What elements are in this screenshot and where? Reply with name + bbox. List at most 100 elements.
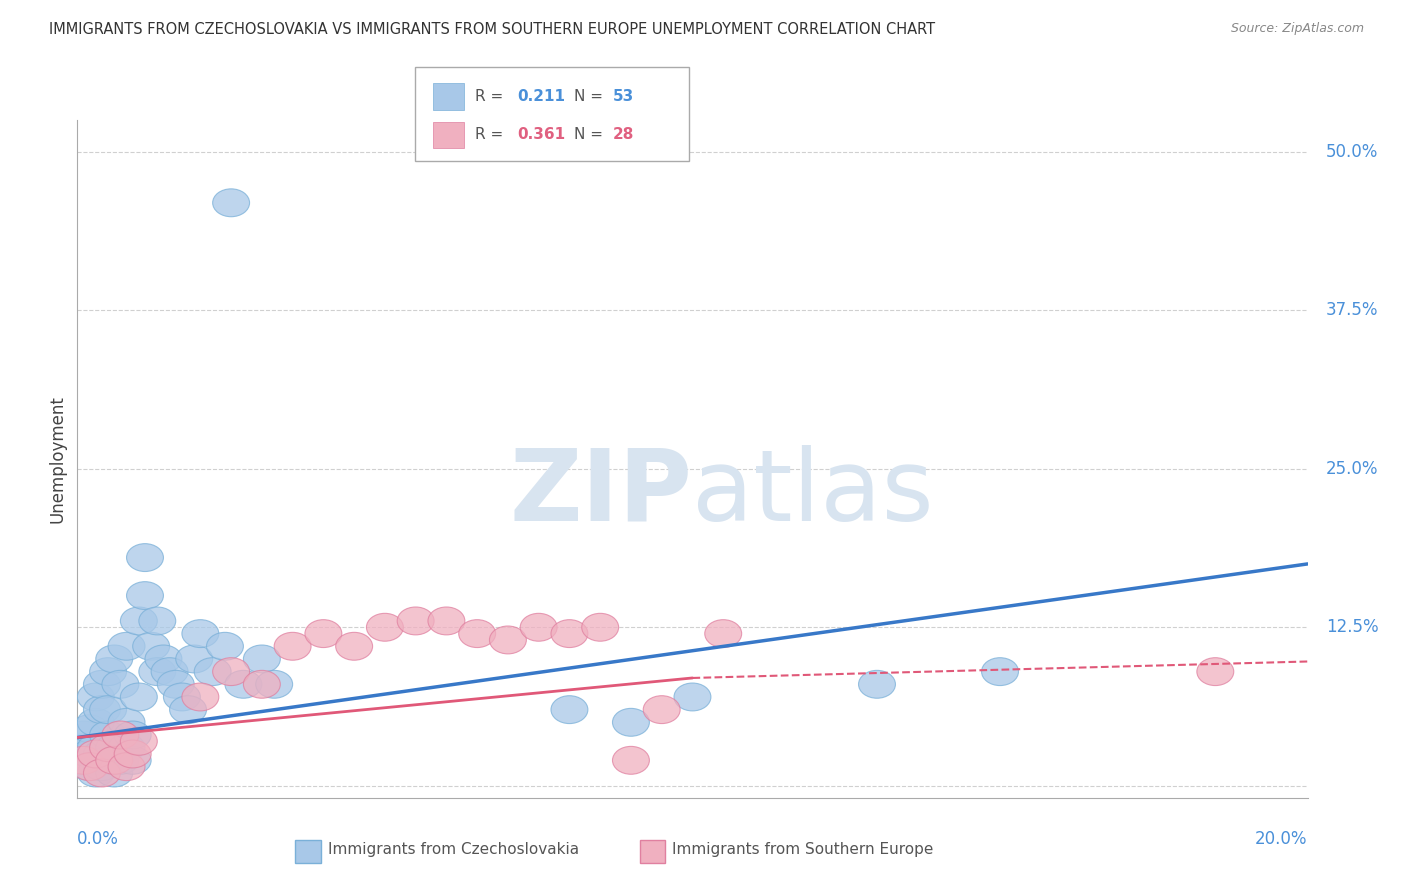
Ellipse shape — [83, 759, 121, 787]
Ellipse shape — [90, 747, 127, 774]
Ellipse shape — [77, 708, 114, 736]
Ellipse shape — [613, 747, 650, 774]
Ellipse shape — [176, 645, 212, 673]
Ellipse shape — [582, 614, 619, 641]
Ellipse shape — [90, 696, 127, 723]
Ellipse shape — [225, 671, 262, 698]
Ellipse shape — [458, 620, 496, 648]
Ellipse shape — [139, 607, 176, 635]
Ellipse shape — [108, 734, 145, 762]
Ellipse shape — [96, 747, 132, 774]
Ellipse shape — [103, 721, 139, 749]
Ellipse shape — [704, 620, 742, 648]
Ellipse shape — [96, 759, 132, 787]
Text: 37.5%: 37.5% — [1326, 301, 1378, 319]
Text: 50.0%: 50.0% — [1326, 143, 1378, 161]
Ellipse shape — [90, 734, 127, 762]
Ellipse shape — [163, 683, 201, 711]
Ellipse shape — [613, 708, 650, 736]
Text: Immigrants from Southern Europe: Immigrants from Southern Europe — [672, 842, 934, 856]
Ellipse shape — [90, 721, 127, 749]
Ellipse shape — [170, 696, 207, 723]
Ellipse shape — [427, 607, 465, 635]
Ellipse shape — [520, 614, 557, 641]
Ellipse shape — [152, 657, 188, 686]
Ellipse shape — [194, 657, 231, 686]
Ellipse shape — [181, 620, 219, 648]
Ellipse shape — [274, 632, 311, 660]
Ellipse shape — [96, 645, 132, 673]
Text: R =: R = — [475, 89, 509, 104]
Ellipse shape — [90, 657, 127, 686]
Text: 12.5%: 12.5% — [1326, 618, 1379, 636]
Ellipse shape — [96, 734, 132, 762]
Ellipse shape — [77, 683, 114, 711]
Text: Source: ZipAtlas.com: Source: ZipAtlas.com — [1230, 22, 1364, 36]
Ellipse shape — [212, 657, 250, 686]
Ellipse shape — [108, 632, 145, 660]
Ellipse shape — [72, 753, 108, 780]
Ellipse shape — [121, 683, 157, 711]
Ellipse shape — [127, 582, 163, 609]
Ellipse shape — [1197, 657, 1234, 686]
Ellipse shape — [207, 632, 243, 660]
Text: 0.0%: 0.0% — [77, 830, 120, 848]
Ellipse shape — [212, 189, 250, 217]
Text: 20.0%: 20.0% — [1256, 830, 1308, 848]
Ellipse shape — [77, 740, 114, 768]
Text: N =: N = — [574, 128, 607, 143]
Ellipse shape — [644, 696, 681, 723]
Ellipse shape — [103, 747, 139, 774]
Ellipse shape — [181, 683, 219, 711]
Ellipse shape — [114, 747, 152, 774]
Ellipse shape — [83, 696, 121, 723]
Ellipse shape — [551, 696, 588, 723]
Ellipse shape — [489, 626, 526, 654]
Ellipse shape — [65, 747, 103, 774]
Text: IMMIGRANTS FROM CZECHOSLOVAKIA VS IMMIGRANTS FROM SOUTHERN EUROPE UNEMPLOYMENT C: IMMIGRANTS FROM CZECHOSLOVAKIA VS IMMIGR… — [49, 22, 935, 37]
Text: 25.0%: 25.0% — [1326, 460, 1378, 478]
Ellipse shape — [108, 753, 145, 780]
Ellipse shape — [77, 734, 114, 762]
Ellipse shape — [65, 747, 103, 774]
Ellipse shape — [114, 721, 152, 749]
Ellipse shape — [83, 753, 121, 780]
Text: 28: 28 — [613, 128, 634, 143]
Text: 53: 53 — [613, 89, 634, 104]
Ellipse shape — [121, 727, 157, 756]
Text: Immigrants from Czechoslovakia: Immigrants from Czechoslovakia — [328, 842, 579, 856]
Ellipse shape — [83, 671, 121, 698]
Ellipse shape — [981, 657, 1018, 686]
Text: atlas: atlas — [693, 445, 934, 541]
Ellipse shape — [103, 671, 139, 698]
Ellipse shape — [132, 632, 170, 660]
Ellipse shape — [72, 753, 108, 780]
Ellipse shape — [139, 657, 176, 686]
Ellipse shape — [243, 671, 280, 698]
Ellipse shape — [398, 607, 434, 635]
Ellipse shape — [72, 740, 108, 768]
Ellipse shape — [127, 543, 163, 572]
Ellipse shape — [256, 671, 292, 698]
Ellipse shape — [108, 708, 145, 736]
Ellipse shape — [77, 759, 114, 787]
Ellipse shape — [121, 607, 157, 635]
Ellipse shape — [551, 620, 588, 648]
Ellipse shape — [72, 714, 108, 742]
Ellipse shape — [157, 671, 194, 698]
Ellipse shape — [859, 671, 896, 698]
Text: N =: N = — [574, 89, 607, 104]
Ellipse shape — [367, 614, 404, 641]
Text: 0.211: 0.211 — [517, 89, 565, 104]
Ellipse shape — [145, 645, 181, 673]
Text: R =: R = — [475, 128, 509, 143]
Ellipse shape — [83, 740, 121, 768]
Ellipse shape — [243, 645, 280, 673]
Y-axis label: Unemployment: Unemployment — [48, 395, 66, 524]
Ellipse shape — [65, 734, 103, 762]
Ellipse shape — [305, 620, 342, 648]
Ellipse shape — [114, 740, 152, 768]
Ellipse shape — [673, 683, 711, 711]
Text: ZIP: ZIP — [509, 445, 693, 541]
Ellipse shape — [65, 721, 103, 749]
